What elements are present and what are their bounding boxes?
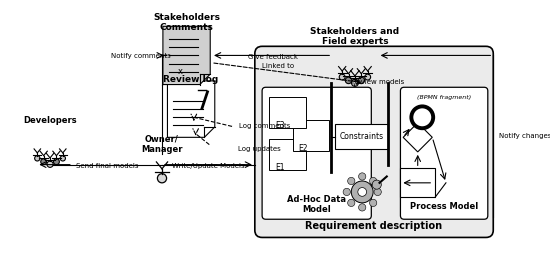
FancyBboxPatch shape xyxy=(400,87,488,219)
Circle shape xyxy=(372,180,381,189)
Text: E2: E2 xyxy=(299,144,308,153)
Text: Stakeholders
Comments: Stakeholders Comments xyxy=(153,13,220,32)
Text: Requirement description: Requirement description xyxy=(305,221,443,231)
Circle shape xyxy=(41,159,47,165)
Text: Owner/
Manager: Owner/ Manager xyxy=(141,135,183,154)
Text: (BPMN fragment): (BPMN fragment) xyxy=(417,95,471,100)
Text: Write/Update Models: Write/Update Models xyxy=(172,163,245,169)
Text: Linked to: Linked to xyxy=(261,63,294,69)
Circle shape xyxy=(374,188,381,196)
Circle shape xyxy=(358,77,365,84)
Text: Log comments: Log comments xyxy=(239,123,291,130)
Circle shape xyxy=(411,106,433,128)
Bar xyxy=(270,139,306,170)
Circle shape xyxy=(359,173,366,180)
Text: E1: E1 xyxy=(275,163,284,172)
Circle shape xyxy=(351,79,359,86)
Text: x: x xyxy=(178,67,183,76)
Circle shape xyxy=(35,156,40,161)
Text: Developers: Developers xyxy=(23,116,77,125)
Text: Ad-Hoc Data
Model: Ad-Hoc Data Model xyxy=(287,195,346,214)
Text: Notify changes: Notify changes xyxy=(499,133,550,138)
Bar xyxy=(293,120,329,151)
Text: Constraints: Constraints xyxy=(339,132,383,141)
Circle shape xyxy=(343,188,350,196)
Text: Give feedback: Give feedback xyxy=(248,54,298,60)
Circle shape xyxy=(359,204,366,211)
Circle shape xyxy=(365,74,371,80)
Polygon shape xyxy=(167,81,215,137)
Text: Review models: Review models xyxy=(351,79,404,86)
Bar xyxy=(335,124,388,149)
Circle shape xyxy=(348,177,355,185)
Bar xyxy=(270,97,306,128)
FancyBboxPatch shape xyxy=(262,87,371,219)
Circle shape xyxy=(370,199,377,207)
Text: Notify comments: Notify comments xyxy=(111,53,171,59)
Text: Log updates: Log updates xyxy=(239,146,281,152)
Text: Process Model: Process Model xyxy=(410,202,478,211)
Text: E3: E3 xyxy=(275,121,284,130)
Polygon shape xyxy=(163,26,210,84)
Circle shape xyxy=(348,199,355,207)
Circle shape xyxy=(53,159,59,165)
Circle shape xyxy=(345,77,352,84)
Circle shape xyxy=(339,74,345,80)
Circle shape xyxy=(351,181,373,203)
Circle shape xyxy=(157,174,167,183)
Text: Send final models: Send final models xyxy=(76,163,139,169)
FancyBboxPatch shape xyxy=(255,46,493,237)
Text: Stakeholders and
Field experts: Stakeholders and Field experts xyxy=(310,27,399,46)
Circle shape xyxy=(370,177,377,185)
Bar xyxy=(400,168,435,197)
Circle shape xyxy=(358,188,367,196)
Circle shape xyxy=(47,161,53,167)
Text: Review log: Review log xyxy=(163,74,219,84)
Circle shape xyxy=(60,156,65,161)
Polygon shape xyxy=(403,123,432,152)
Circle shape xyxy=(411,172,433,194)
